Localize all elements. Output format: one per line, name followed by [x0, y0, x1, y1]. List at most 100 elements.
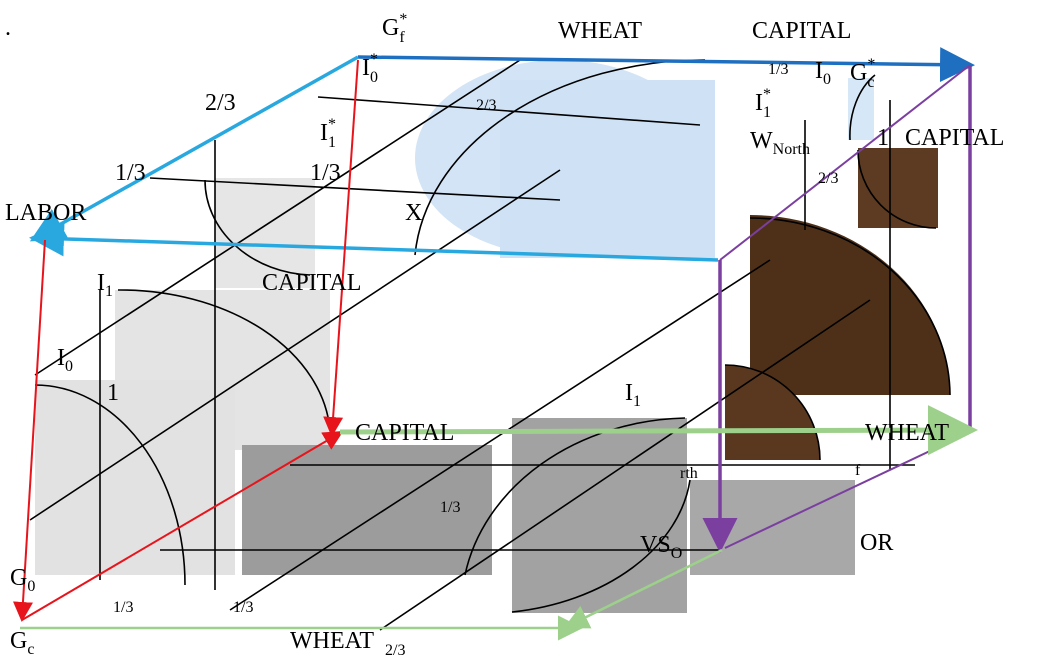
label: 1/3 — [233, 599, 253, 616]
label-text: G — [10, 628, 27, 654]
label-text: 2/3 — [476, 97, 496, 114]
label-text: 2/3 — [205, 90, 236, 116]
label-text: G — [850, 60, 867, 86]
label-text: CAPITAL — [355, 420, 454, 446]
label-text: 2/3 — [385, 642, 405, 659]
label: WHEAT — [290, 628, 374, 654]
label: I0 — [57, 345, 73, 375]
label: 1/3 — [310, 160, 341, 186]
label-text: 1/3 — [233, 599, 253, 616]
label-sup: * — [867, 56, 875, 73]
label: 2/3 — [205, 90, 236, 116]
label-sup: * — [328, 116, 336, 133]
label: WHEAT — [558, 18, 642, 44]
label: G*f — [382, 11, 407, 46]
noise-patch — [512, 418, 687, 613]
label: 2/3 — [818, 170, 838, 187]
label-text: 1 — [107, 380, 119, 406]
label-sub: c — [27, 641, 34, 658]
label-text: OR — [860, 530, 893, 556]
label-sub: 0 — [370, 69, 378, 86]
label: I*1 — [320, 116, 336, 151]
label-sub: North — [773, 141, 810, 158]
label: CAPITAL — [262, 270, 361, 296]
label: I1 — [97, 270, 113, 300]
label-sub: c — [867, 74, 874, 91]
label-text: 1/3 — [113, 599, 133, 616]
label-text: WHEAT — [558, 18, 642, 44]
label: 1/3 — [440, 499, 460, 516]
diagram: .G*fWHEATCAPITALI*01/3I0G*c2/32/3I*1I*1W… — [0, 0, 1041, 662]
label: CAPITAL — [905, 125, 1004, 151]
label-text: WHEAT — [290, 628, 374, 654]
label: 2/3 — [385, 642, 405, 659]
label-sub: f — [399, 29, 405, 46]
label-text: I — [625, 380, 633, 406]
label: CAPITAL — [752, 18, 851, 44]
label: Gc — [10, 628, 34, 658]
marble-patch — [35, 380, 235, 575]
label: LABOR — [5, 200, 86, 226]
label: I1 — [625, 380, 641, 410]
label-text: W — [750, 128, 773, 154]
label-sub: 1 — [763, 104, 771, 121]
label: . — [5, 15, 11, 41]
label-text: LABOR — [5, 200, 86, 226]
label-sub: 0 — [65, 358, 73, 375]
label-text: f — [855, 462, 861, 479]
label-text: G — [10, 565, 27, 591]
label-text: 1/3 — [768, 61, 788, 78]
label-text: X — [405, 200, 422, 226]
label-sub: 0 — [27, 578, 35, 595]
blue-patch — [500, 80, 715, 258]
label-text: CAPITAL — [262, 270, 361, 296]
label-text: I — [320, 120, 328, 146]
label-sub: 1 — [328, 134, 336, 151]
label-text: 1/3 — [115, 160, 146, 186]
label: f — [855, 462, 861, 479]
label: 1/3 — [768, 61, 788, 78]
label-text: WHEAT — [865, 420, 949, 446]
label: OR — [860, 530, 893, 556]
label: 1 — [877, 125, 889, 151]
label: CAPITAL — [355, 420, 454, 446]
label-text: 1/3 — [440, 499, 460, 516]
label: rth — [680, 465, 698, 482]
label-text: CAPITAL — [752, 18, 851, 44]
label: 1/3 — [115, 160, 146, 186]
label: G*c — [850, 56, 875, 91]
label: WNorth — [750, 128, 810, 158]
label-text: 1/3 — [310, 160, 341, 186]
label-sub: 0 — [823, 71, 831, 88]
label-sup: * — [763, 86, 771, 103]
label-sup: * — [399, 11, 407, 28]
label-text: 1 — [877, 125, 889, 151]
label: WHEAT — [865, 420, 949, 446]
label-sup: * — [370, 51, 378, 68]
label-sub: O — [671, 545, 683, 562]
label-text: I — [755, 90, 763, 116]
label: 1 — [107, 380, 119, 406]
label-text: VS — [640, 532, 671, 558]
label: 2/3 — [476, 97, 496, 114]
label-text: I — [815, 58, 823, 84]
label-text: CAPITAL — [905, 125, 1004, 151]
label-text: I — [57, 345, 65, 371]
label: G0 — [10, 565, 35, 595]
label-text: rth — [680, 465, 698, 482]
label: X — [405, 200, 422, 226]
noise-patch — [690, 480, 855, 575]
label-text: . — [5, 15, 11, 41]
label: I*0 — [362, 51, 378, 86]
label-text: G — [382, 15, 399, 41]
label-text: I — [97, 270, 105, 296]
label-sub: 1 — [633, 393, 641, 410]
textures — [35, 60, 950, 613]
arrow — [358, 57, 968, 65]
brown-patch — [858, 148, 938, 228]
label-text: I — [362, 55, 370, 81]
label: 1/3 — [113, 599, 133, 616]
label: I*1 — [755, 86, 771, 121]
label-text: 2/3 — [818, 170, 838, 187]
label-sub: 1 — [105, 283, 113, 300]
